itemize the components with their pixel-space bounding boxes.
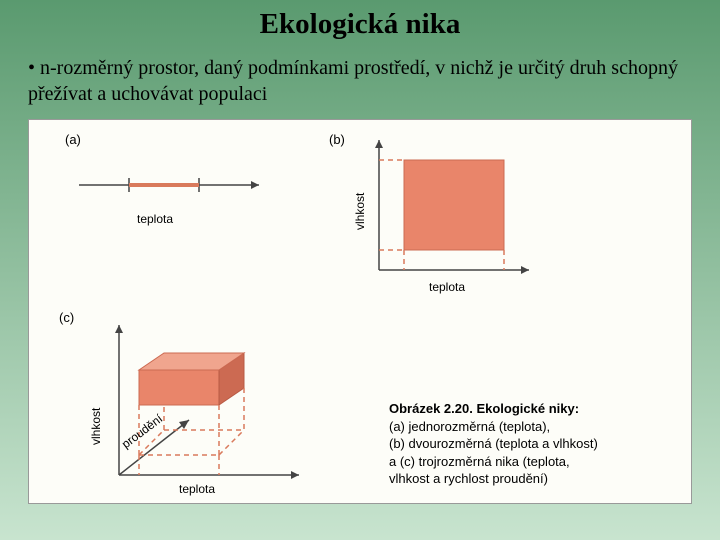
panel-b-xlabel: teplota xyxy=(429,280,465,294)
panel-c-svg xyxy=(69,310,329,500)
caption-title: Obrázek 2.20. Ekologické niky: xyxy=(389,400,679,418)
panel-b-ylabel: vlhkost xyxy=(353,193,367,230)
panel-c-ylabel: vlhkost xyxy=(89,408,103,445)
figure-caption: Obrázek 2.20. Ekologické niky: (a) jedno… xyxy=(389,400,679,488)
caption-line-c2: vlhkost a rychlost proudění) xyxy=(389,470,679,488)
panel-a-svg xyxy=(69,150,269,220)
caption-line-a: (a) jednorozměrná (teplota), xyxy=(389,418,679,436)
panel-b-svg xyxy=(349,130,549,290)
panel-a-label: (a) xyxy=(65,132,81,147)
figure-container: (a) teplota (b) vlhkost teplota (c) xyxy=(28,119,692,504)
caption-line-c1: a (c) trojrozměrná nika (teplota, xyxy=(389,453,679,471)
slide-title: Ekologická nika xyxy=(28,8,692,41)
panel-c-xlabel: teplota xyxy=(179,482,215,496)
panel-a-xlabel: teplota xyxy=(137,212,173,226)
panel-b-label: (b) xyxy=(329,132,345,147)
bullet-text: • n-rozměrný prostor, daný podmínkami pr… xyxy=(28,55,692,107)
caption-line-b: (b) dvourozměrná (teplota a vlhkost) xyxy=(389,435,679,453)
